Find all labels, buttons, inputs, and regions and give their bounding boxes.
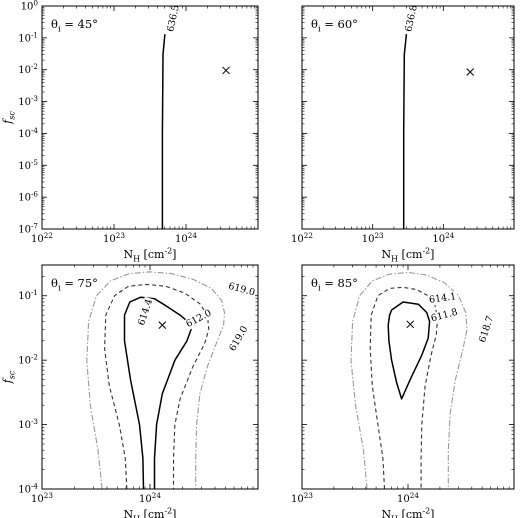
y-tick-label: 10-7​: [18, 222, 38, 236]
contour-dashed: [369, 286, 439, 490]
minor-ticks: [302, 6, 514, 229]
contour-label: 619.0: [227, 324, 250, 353]
plot-frame: [301, 264, 515, 490]
plot-frame: [301, 5, 515, 230]
contour-dashdot: [350, 271, 468, 490]
y-tick-label: 10-2​: [18, 62, 38, 76]
x-tick-label: 1023​: [103, 231, 125, 245]
contour-solid: [387, 301, 431, 400]
panel-label: θi​ = 60°: [311, 17, 358, 33]
contour-solid: [161, 34, 166, 229]
best-fit-marker: [466, 68, 475, 76]
y-tick-label: 10-4​: [18, 482, 38, 496]
y-tick-label: 10-1​: [18, 288, 38, 302]
x-axis-label: NH​ [cm-2​]: [382, 247, 435, 264]
contour-dashdot: [86, 271, 226, 490]
x-axis-label: NH​ [cm-2​]: [382, 507, 435, 518]
y-axis-label: fsc​: [1, 111, 16, 125]
plot-frame: [41, 264, 259, 490]
x-tick-label: 1023​: [291, 491, 313, 505]
x-axis-label: NH​ [cm-2​]: [124, 507, 177, 518]
contour-label: 636.5: [165, 4, 181, 33]
minor-ticks: [302, 265, 514, 489]
x-tick-label: 1024​: [432, 231, 454, 245]
x-tick-label: 1023​: [362, 231, 384, 245]
y-tick-label: 100​: [21, 0, 39, 13]
x-tick-label: 1024​: [175, 231, 197, 245]
contour-solid: [123, 296, 192, 490]
x-tick-label: 1024​: [139, 491, 161, 505]
contour-label: 614.1: [428, 291, 456, 306]
best-fit-marker: [158, 321, 167, 329]
x-tick-label: 1022​: [31, 231, 53, 245]
contour-label: 611.8: [430, 307, 459, 325]
y-tick-label: 10-5​: [18, 158, 38, 172]
y-tick-label: 10-3​: [18, 417, 38, 431]
y-tick-label: 10-4​: [18, 126, 38, 140]
panel-label: θi​ = 45°: [51, 17, 98, 33]
best-fit-marker: [406, 320, 415, 329]
contour-label: 619.0: [227, 281, 256, 299]
panel-3: 1023​1024​10-4​10-3​10-2​10-1​612.0614.4…: [1, 264, 259, 518]
contour-label: 636.8: [403, 4, 419, 33]
contour-dashed: [104, 283, 210, 490]
y-axis-label: fsc​: [1, 370, 16, 384]
plot-frame: [41, 5, 259, 230]
panel-1: 1022​ 1023​ 1024​ 10-7​ 10-6​ 10-5​ 10-4​ 10-3​…: [1, 0, 259, 264]
x-tick-label: 1024​: [397, 491, 419, 505]
contour-label: 614.4: [136, 298, 155, 327]
minor-ticks: [42, 6, 258, 229]
x-tick-label: 1022​: [291, 231, 313, 245]
y-tick-label: 10-1​: [18, 30, 38, 44]
y-tick-label: 10-3​: [18, 94, 38, 108]
x-tick-label: 1023​: [31, 491, 53, 505]
y-tick-label: 10-2​: [18, 353, 38, 367]
best-fit-marker: [222, 66, 230, 75]
panel-label: θi​ = 85°: [311, 276, 358, 292]
contour-label: 618.7: [477, 315, 496, 344]
x-axis-label: NH​ [cm-2​]: [124, 247, 177, 264]
panel-label: θi​ = 75°: [51, 276, 98, 292]
y-tick-label: 10-6​: [18, 190, 38, 204]
contour-solid: [402, 34, 408, 229]
panel-2: 1022​ 1023​ 1024​ 636.8 θi​ = 60° NH​ [cm-2​]: [291, 3, 515, 264]
